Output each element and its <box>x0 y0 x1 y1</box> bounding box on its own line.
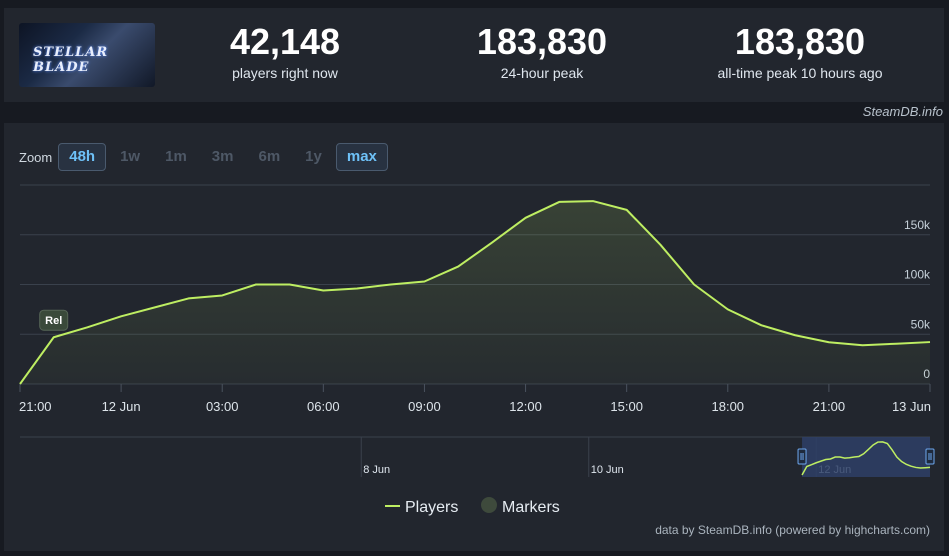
stat-label: 24-hour peak <box>500 65 584 81</box>
players-data-point[interactable] <box>351 282 363 294</box>
players-data-point[interactable] <box>250 279 262 291</box>
players-data-point[interactable] <box>890 338 902 350</box>
y-tick-label: 100k <box>904 268 931 282</box>
players-data-point[interactable] <box>183 292 195 304</box>
players-data-point[interactable] <box>857 339 869 351</box>
players-data-point[interactable] <box>452 261 464 273</box>
game-logo-text: STELLAR BLADE <box>33 45 109 75</box>
players-data-point[interactable] <box>587 195 599 207</box>
marker-flag <box>39 309 69 331</box>
players-data-point[interactable] <box>317 284 329 296</box>
players-data-point[interactable] <box>216 289 228 301</box>
x-tick-label: 18:00 <box>712 399 745 414</box>
players-data-point[interactable] <box>688 279 700 291</box>
x-tick-label: 21:00 <box>19 399 52 414</box>
stat-value: 183,830 <box>734 21 866 62</box>
navigator-handle[interactable] <box>797 448 807 465</box>
header-panel: STELLAR BLADE 42,148 players right now 1… <box>4 8 944 102</box>
zoom-controls: Zoom 48h 1w 1m 3m 6m 1y max <box>19 143 391 171</box>
navigator-date-label: 8 Jun <box>363 464 390 476</box>
stat-label: players right now <box>232 65 338 81</box>
players-data-point[interactable] <box>553 196 565 208</box>
stat-value: 183,830 <box>476 21 608 62</box>
navigator-date-label: 10 Jun <box>591 464 624 476</box>
players-data-point[interactable] <box>385 279 397 291</box>
x-tick-label: 06:00 <box>307 399 340 414</box>
x-tick-label: 13 Jun <box>892 399 931 414</box>
players-data-point[interactable] <box>14 378 26 390</box>
players-data-point[interactable] <box>149 301 161 313</box>
players-series-line[interactable] <box>19 200 931 385</box>
players-data-point[interactable] <box>284 279 296 291</box>
players-data-point[interactable] <box>486 237 498 249</box>
legend-item-markers[interactable]: Markers <box>481 497 560 516</box>
zoom-max-button[interactable]: max <box>335 143 388 171</box>
stat-value: 42,148 <box>229 21 341 62</box>
players-data-point[interactable] <box>48 331 60 343</box>
players-data-point[interactable] <box>115 310 127 322</box>
stat-24h-peak: 183,830 24-hour peak <box>412 21 672 82</box>
players-data-point[interactable] <box>823 336 835 348</box>
game-cover-image[interactable]: STELLAR BLADE <box>19 23 155 87</box>
x-tick-label: 15:00 <box>610 399 643 414</box>
legend-item-players[interactable]: Players <box>385 499 458 516</box>
zoom-1m-button[interactable]: 1m <box>165 148 187 165</box>
navigator-handle[interactable] <box>925 448 935 465</box>
chart-attribution[interactable]: data by SteamDB.info (powered by highcha… <box>655 523 930 537</box>
x-tick-label: 03:00 <box>206 399 239 414</box>
legend-markers-swatch <box>481 497 497 513</box>
zoom-48h-button[interactable]: 48h <box>58 143 107 171</box>
zoom-3m-button[interactable]: 3m <box>211 148 234 165</box>
y-tick-label: 50k <box>911 317 931 331</box>
release-marker[interactable]: Rel <box>39 309 69 331</box>
navigator-selection[interactable] <box>802 437 930 477</box>
players-data-point[interactable] <box>520 212 532 224</box>
stat-all-time-peak: 183,830 all-time peak 10 hours ago <box>670 21 930 82</box>
players-data-point[interactable] <box>654 239 666 251</box>
stat-current-players: 42,148 players right now <box>155 21 415 82</box>
zoom-1y-button[interactable]: 1y <box>305 148 322 165</box>
navigator-series-line <box>801 441 931 476</box>
players-data-point[interactable] <box>418 276 430 288</box>
players-data-point[interactable] <box>81 321 93 333</box>
zoom-1w-button[interactable]: 1w <box>120 148 141 165</box>
players-area-fill <box>20 201 930 384</box>
players-data-point[interactable] <box>755 319 767 331</box>
x-tick-label: 21:00 <box>813 399 846 414</box>
players-data-point[interactable] <box>621 204 633 216</box>
players-data-point[interactable] <box>789 329 801 341</box>
x-tick-label: 12 Jun <box>102 399 141 414</box>
zoom-6m-button[interactable]: 6m <box>258 148 281 165</box>
x-tick-label: 09:00 <box>408 399 441 414</box>
zoom-label: Zoom <box>19 149 53 165</box>
legend-markers-label: Markers <box>502 499 560 516</box>
x-tick-label: 12:00 <box>509 399 542 414</box>
y-tick-label: 150k <box>904 218 931 232</box>
source-label[interactable]: SteamDB.info <box>862 104 943 119</box>
players-data-point[interactable] <box>924 336 936 348</box>
players-data-point[interactable] <box>722 303 734 315</box>
stat-label: all-time peak 10 hours ago <box>717 65 883 81</box>
legend-players-label: Players <box>405 499 458 516</box>
marker-label: Rel <box>45 315 62 327</box>
